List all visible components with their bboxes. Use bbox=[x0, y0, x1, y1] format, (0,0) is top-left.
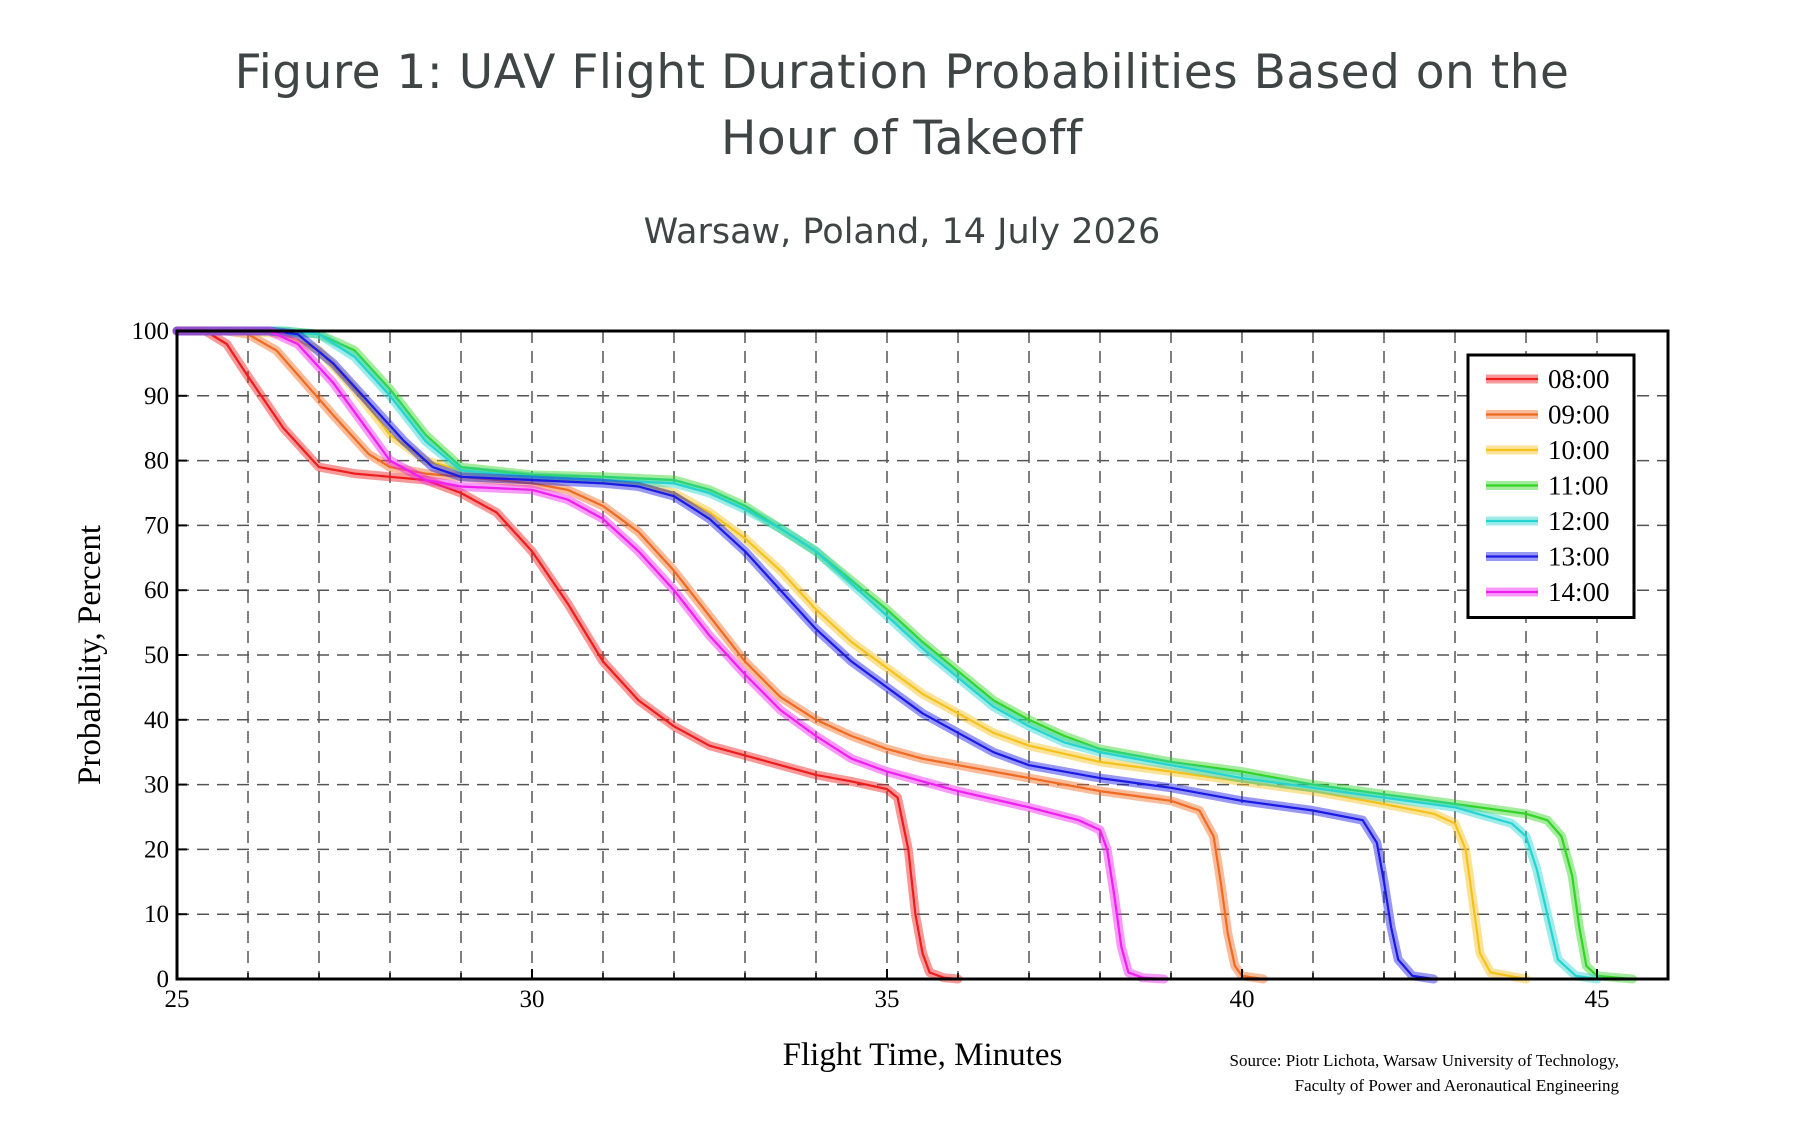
x-tick-label: 40 bbox=[1230, 986, 1255, 1013]
y-axis-label: Probability, Percent bbox=[72, 525, 108, 785]
chart-subtitle: Warsaw, Poland, 14 July 2026 bbox=[643, 212, 1161, 252]
y-tick-label: 30 bbox=[144, 772, 169, 799]
chart-title-line-2: Hour of Takeoff bbox=[721, 111, 1083, 166]
series-line bbox=[175, 329, 960, 981]
legend: 08:00 09:00 10:00 11:00 12:00 13:00 14:00 bbox=[1466, 353, 1636, 619]
legend-item: 13:00 bbox=[1486, 542, 1610, 572]
legend-item: 14:00 bbox=[1486, 577, 1610, 607]
legend-item: 10:00 bbox=[1486, 435, 1610, 465]
series-0900 bbox=[172, 326, 1268, 984]
series-line bbox=[175, 329, 1435, 981]
legend-label: 12:00 bbox=[1548, 506, 1610, 536]
series-0800 bbox=[172, 326, 963, 984]
y-tick-label: 90 bbox=[144, 383, 169, 410]
series-1000 bbox=[172, 326, 1531, 984]
legend-label: 10:00 bbox=[1548, 435, 1610, 465]
x-tick-label: 35 bbox=[875, 986, 900, 1013]
y-tick-label: 80 bbox=[144, 448, 169, 475]
x-tick-label: 45 bbox=[1585, 986, 1610, 1013]
series-1400 bbox=[172, 326, 1169, 984]
grid-lines bbox=[177, 331, 1668, 979]
series-1200 bbox=[172, 326, 1602, 984]
x-axis-label: Flight Time, Minutes bbox=[783, 1037, 1063, 1073]
legend-item: 11:00 bbox=[1486, 471, 1609, 501]
legend-item: 12:00 bbox=[1486, 506, 1610, 536]
y-tick-label: 60 bbox=[144, 577, 169, 604]
legend-label: 08:00 bbox=[1548, 364, 1610, 394]
x-tick-label: 25 bbox=[165, 986, 190, 1013]
series-1300 bbox=[172, 326, 1439, 984]
y-tick-label: 50 bbox=[144, 642, 169, 669]
chart-title: Figure 1: UAV Flight Duration Probabilit… bbox=[0, 40, 1804, 172]
y-tick-label: 20 bbox=[144, 836, 169, 863]
legend-item: 09:00 bbox=[1486, 400, 1610, 430]
axis-ticks: 25 30 35 40 45 0 10 20 30 40 50 60 70 80 90 100 bbox=[132, 318, 1610, 1013]
series-line bbox=[175, 329, 1599, 981]
chart-title-line-1: Figure 1: UAV Flight Duration Probabilit… bbox=[234, 45, 1570, 100]
series-line bbox=[175, 329, 1265, 981]
y-tick-label: 40 bbox=[144, 707, 169, 734]
x-tick-label: 30 bbox=[520, 986, 545, 1013]
series-line bbox=[175, 329, 1528, 981]
series-layer bbox=[172, 326, 1637, 984]
source-line-2: Faculty of Power and Aeronautical Engine… bbox=[1294, 1076, 1619, 1095]
legend-label: 09:00 bbox=[1548, 400, 1610, 430]
series-1100 bbox=[172, 326, 1637, 984]
legend-label: 13:00 bbox=[1548, 542, 1610, 572]
legend-label: 11:00 bbox=[1548, 471, 1609, 501]
series-line bbox=[175, 329, 1165, 981]
legend-label: 14:00 bbox=[1548, 577, 1610, 607]
y-tick-label: 100 bbox=[132, 318, 170, 345]
source-note: Source: Piotr Lichota, Warsaw University… bbox=[1230, 1048, 1619, 1098]
source-line-1: Source: Piotr Lichota, Warsaw University… bbox=[1229, 1051, 1619, 1070]
series-line bbox=[175, 329, 1634, 981]
y-tick-label: 10 bbox=[144, 901, 169, 928]
y-tick-label: 0 bbox=[157, 966, 170, 993]
legend-item: 08:00 bbox=[1486, 364, 1610, 394]
y-tick-label: 70 bbox=[144, 512, 169, 539]
